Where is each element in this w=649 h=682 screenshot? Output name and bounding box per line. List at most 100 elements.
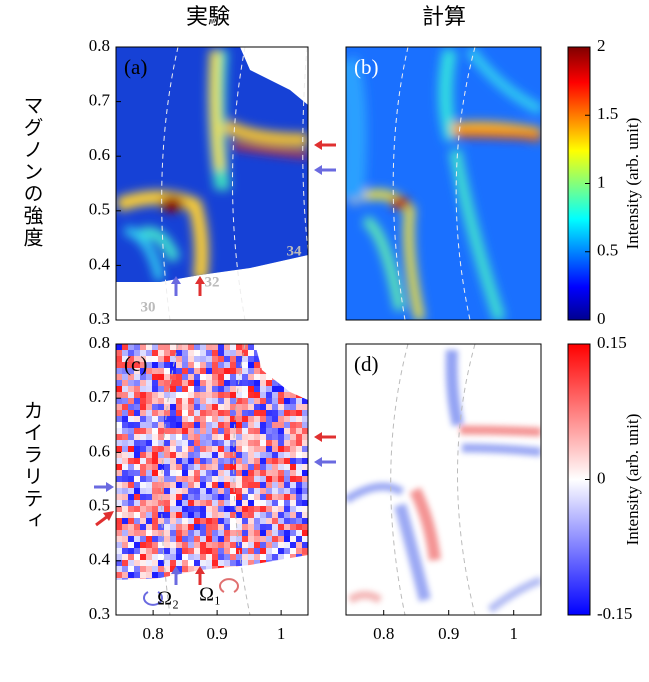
texture-cell	[164, 380, 170, 386]
texture-cell	[224, 404, 230, 410]
texture-cell	[182, 368, 188, 374]
texture-cell	[122, 542, 128, 548]
texture-cell	[170, 542, 176, 548]
texture-cell	[146, 452, 152, 458]
x-tick-label: 0.8	[373, 624, 394, 643]
texture-cell	[218, 476, 224, 482]
texture-cell	[302, 446, 308, 452]
texture-cell	[128, 362, 134, 368]
texture-cell	[296, 368, 302, 374]
texture-cell	[170, 506, 176, 512]
texture-cell	[140, 422, 146, 428]
texture-cell	[164, 500, 170, 506]
texture-cell	[296, 572, 302, 578]
texture-cell	[182, 362, 188, 368]
texture-cell	[152, 464, 158, 470]
annotation: Ω₂	[157, 588, 179, 610]
texture-cell	[296, 596, 302, 602]
texture-cell	[296, 458, 302, 464]
texture-cell	[296, 608, 302, 614]
texture-cell	[260, 518, 266, 524]
texture-cell	[134, 422, 140, 428]
texture-cell	[236, 422, 242, 428]
texture-cell	[116, 500, 122, 506]
texture-cell	[272, 458, 278, 464]
texture-cell	[290, 386, 296, 392]
texture-cell	[170, 500, 176, 506]
texture-cell	[260, 374, 266, 380]
x-tick-label: 0.8	[142, 624, 163, 643]
texture-cell	[182, 458, 188, 464]
texture-cell	[254, 428, 260, 434]
texture-cell	[140, 458, 146, 464]
texture-cell	[296, 506, 302, 512]
texture-cell	[194, 350, 200, 356]
texture-cell	[224, 464, 230, 470]
texture-cell	[200, 464, 206, 470]
texture-cell	[236, 392, 242, 398]
texture-cell	[284, 422, 290, 428]
texture-cell	[164, 548, 170, 554]
texture-cell	[230, 524, 236, 530]
texture-cell	[134, 488, 140, 494]
texture-cell	[218, 404, 224, 410]
texture-cell	[140, 404, 146, 410]
texture-cell	[254, 506, 260, 512]
texture-cell	[122, 362, 128, 368]
texture-cell	[284, 584, 290, 590]
texture-cell	[272, 596, 278, 602]
texture-cell	[302, 386, 308, 392]
texture-cell	[290, 440, 296, 446]
column-title: 計算	[422, 5, 466, 30]
texture-cell	[188, 398, 194, 404]
texture-cell	[200, 404, 206, 410]
texture-cell	[206, 530, 212, 536]
texture-cell	[260, 392, 266, 398]
texture-cell	[128, 590, 134, 596]
texture-cell	[176, 398, 182, 404]
texture-cell	[194, 476, 200, 482]
texture-cell	[248, 446, 254, 452]
texture-cell	[284, 356, 290, 362]
texture-cell	[158, 356, 164, 362]
texture-cell	[254, 584, 260, 590]
texture-cell	[152, 494, 158, 500]
texture-cell	[116, 458, 122, 464]
texture-cell	[152, 500, 158, 506]
texture-cell	[278, 572, 284, 578]
texture-cell	[146, 416, 152, 422]
texture-cell	[164, 482, 170, 488]
texture-cell	[182, 518, 188, 524]
texture-cell	[188, 356, 194, 362]
texture-cell	[260, 584, 266, 590]
texture-cell	[248, 362, 254, 368]
texture-cell	[170, 380, 176, 386]
texture-cell	[170, 476, 176, 482]
texture-cell	[284, 476, 290, 482]
texture-cell	[116, 488, 122, 494]
texture-cell	[122, 374, 128, 380]
texture-cell	[122, 416, 128, 422]
texture-cell	[218, 446, 224, 452]
texture-cell	[182, 374, 188, 380]
texture-cell	[230, 422, 236, 428]
texture-cell	[284, 542, 290, 548]
texture-cell	[134, 386, 140, 392]
texture-cell	[140, 608, 146, 614]
texture-cell	[200, 518, 206, 524]
texture-cell	[206, 416, 212, 422]
texture-cell	[248, 452, 254, 458]
texture-cell	[182, 596, 188, 602]
texture-cell	[272, 428, 278, 434]
texture-cell	[248, 350, 254, 356]
texture-cell	[170, 470, 176, 476]
texture-cell	[248, 596, 254, 602]
texture-cell	[272, 608, 278, 614]
texture-cell	[140, 578, 146, 580]
texture-cell	[206, 518, 212, 524]
texture-cell	[152, 416, 158, 422]
texture-cell	[158, 464, 164, 470]
texture-cell	[224, 422, 230, 428]
texture-cell	[260, 380, 266, 386]
texture-cell	[170, 440, 176, 446]
